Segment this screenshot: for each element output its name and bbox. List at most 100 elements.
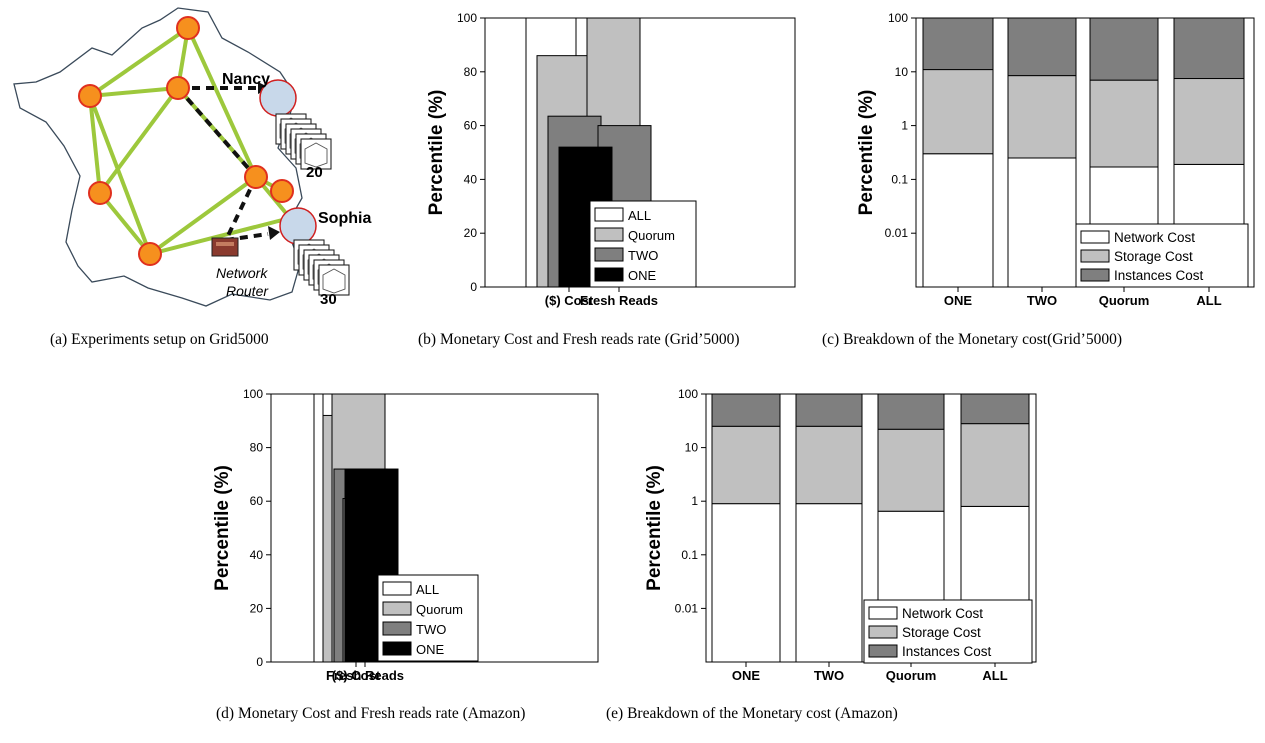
x-tick-label: ($) Cost (545, 293, 594, 308)
server-glyph (322, 268, 346, 294)
server-box (300, 138, 332, 170)
legend-label-quorum: Quorum (416, 602, 463, 617)
legend-swatch-all (594, 207, 624, 222)
y-tick-label: 20 (464, 226, 478, 240)
y-tick-label: 100 (678, 387, 698, 401)
legend-label-all: ALL (628, 208, 651, 223)
y-tick-label: 0.1 (681, 548, 698, 562)
stack-storage-cost-3 (960, 423, 1030, 507)
y-axis-label: Percentile (%) (644, 465, 665, 591)
network-node-6 (244, 165, 268, 189)
y-tick-label: 80 (250, 441, 264, 455)
x-tick-label: Fresh Reads (326, 668, 404, 683)
y-tick-label: 0 (470, 280, 477, 294)
legend-swatch-two (594, 247, 624, 262)
network-node-3 (166, 76, 190, 100)
legend-swatch-instances-cost (1080, 268, 1110, 282)
y-axis-label: Percentile (%) (856, 90, 877, 216)
legend-swatch-storage-cost (868, 625, 898, 639)
legend-swatch-quorum (594, 227, 624, 242)
network-node-5 (138, 242, 162, 266)
stack-storage-cost-1 (1007, 75, 1077, 159)
router-label-line2: Router (226, 283, 269, 299)
y-tick-label: 10 (895, 65, 909, 79)
network-node-2 (78, 84, 102, 108)
y-axis-label: Percentile (%) (212, 465, 233, 591)
legend-swatch-network-cost (1080, 230, 1110, 244)
x-tick-label: Quorum (886, 668, 937, 683)
sophia-node-count: 30 (320, 291, 337, 308)
legend-label-storage-cost: Storage Cost (902, 625, 981, 640)
server-glyph (304, 142, 328, 168)
legend-label-one: ONE (416, 642, 445, 657)
legend-label-two: TWO (416, 622, 446, 637)
y-tick-label: 60 (464, 119, 478, 133)
chart-c-grid5000-cost-breakdown: ONE TWO Quorum ALL 0.01 0.1 1 10 100 Percentile (… (856, 11, 1255, 308)
legend-swatch-storage-cost (1080, 249, 1110, 263)
stack-storage-cost-0 (922, 69, 994, 155)
chart-e-amazon-cost-breakdown: ONE TWO Quorum ALL 0.01 0.1 1 10 100 Percentile (… (644, 387, 1037, 683)
caption-b: (b) Monetary Cost and Fresh reads rate (… (418, 331, 740, 348)
router-label-line1: Network (216, 265, 268, 281)
nancy-node-count: 20 (306, 164, 323, 181)
caption-d: (d) Monetary Cost and Fresh reads rate (… (216, 705, 526, 722)
y-tick-label: 1 (901, 119, 908, 133)
x-tick-label: ALL (1196, 293, 1221, 308)
network-node-1 (176, 16, 200, 40)
y-tick-label: 10 (685, 441, 699, 455)
plot-frame (270, 393, 599, 663)
stack-instances-cost-0 (711, 393, 781, 427)
stack-storage-cost-2 (1089, 79, 1159, 168)
x-tick-label: Quorum (1099, 293, 1150, 308)
legend-swatch-one (594, 267, 624, 282)
sophia-label: Sophia (318, 210, 371, 227)
stack-network-cost-1 (1007, 157, 1077, 288)
y-axis-label: Percentile (%) (426, 90, 447, 216)
x-tick-label: Fresh Reads (580, 293, 658, 308)
y-tick-label: 100 (457, 11, 477, 25)
network-nodes (78, 16, 294, 266)
sophia-site (279, 207, 317, 245)
legend-label-storage-cost: Storage Cost (1114, 249, 1193, 264)
y-tick-label: 100 (243, 387, 263, 401)
legend-label-instances-cost: Instances Cost (1114, 268, 1204, 283)
stack-instances-cost-2 (1089, 17, 1159, 81)
legend-swatch-one (382, 641, 412, 656)
legend-swatch-two (382, 621, 412, 636)
x-tick-label: TWO (814, 668, 844, 683)
legend-label-network-cost: Network Cost (902, 606, 983, 621)
y-tick-label: 80 (464, 65, 478, 79)
caption-a: (a) Experiments setup on Grid5000 (50, 331, 269, 348)
y-tick-label: 100 (888, 11, 908, 25)
legend-swatch-network-cost (868, 606, 898, 620)
y-tick-label: 0.01 (885, 226, 909, 240)
y-tick-label: 40 (250, 548, 264, 562)
caption-e: (e) Breakdown of the Monetary cost (Amaz… (606, 705, 898, 722)
stack-storage-cost-3 (1173, 78, 1245, 165)
y-tick-label: 1 (691, 494, 698, 508)
stack-instances-cost-2 (877, 393, 945, 430)
stack-instances-cost-3 (960, 393, 1030, 425)
sophia-server-cluster-icon (293, 239, 350, 296)
y-tick-label: 0 (256, 655, 263, 669)
x-tick-label: ($) Cost (332, 668, 381, 683)
dashed-route (176, 86, 269, 242)
x-tick-label: ALL (982, 668, 1007, 683)
legend-label-one: ONE (628, 268, 657, 283)
stack-network-cost-0 (922, 153, 994, 288)
x-tick-label: ONE (732, 668, 761, 683)
server-box (318, 264, 350, 296)
y-tick-label: 60 (250, 494, 264, 508)
legend-label-quorum: Quorum (628, 228, 675, 243)
legend-swatch-all (382, 581, 412, 596)
legend-swatch-instances-cost (868, 644, 898, 658)
sophia-arrowhead (268, 226, 280, 240)
stack-network-cost-1 (795, 503, 863, 663)
y-tick-label: 40 (464, 172, 478, 186)
legend-label-instances-cost: Instances Cost (902, 644, 992, 659)
network-node-4 (88, 181, 112, 205)
y-tick-label: 0.1 (891, 172, 908, 186)
